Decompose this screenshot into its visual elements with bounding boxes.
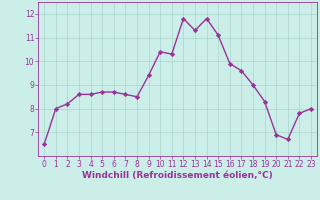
X-axis label: Windchill (Refroidissement éolien,°C): Windchill (Refroidissement éolien,°C) <box>82 171 273 180</box>
